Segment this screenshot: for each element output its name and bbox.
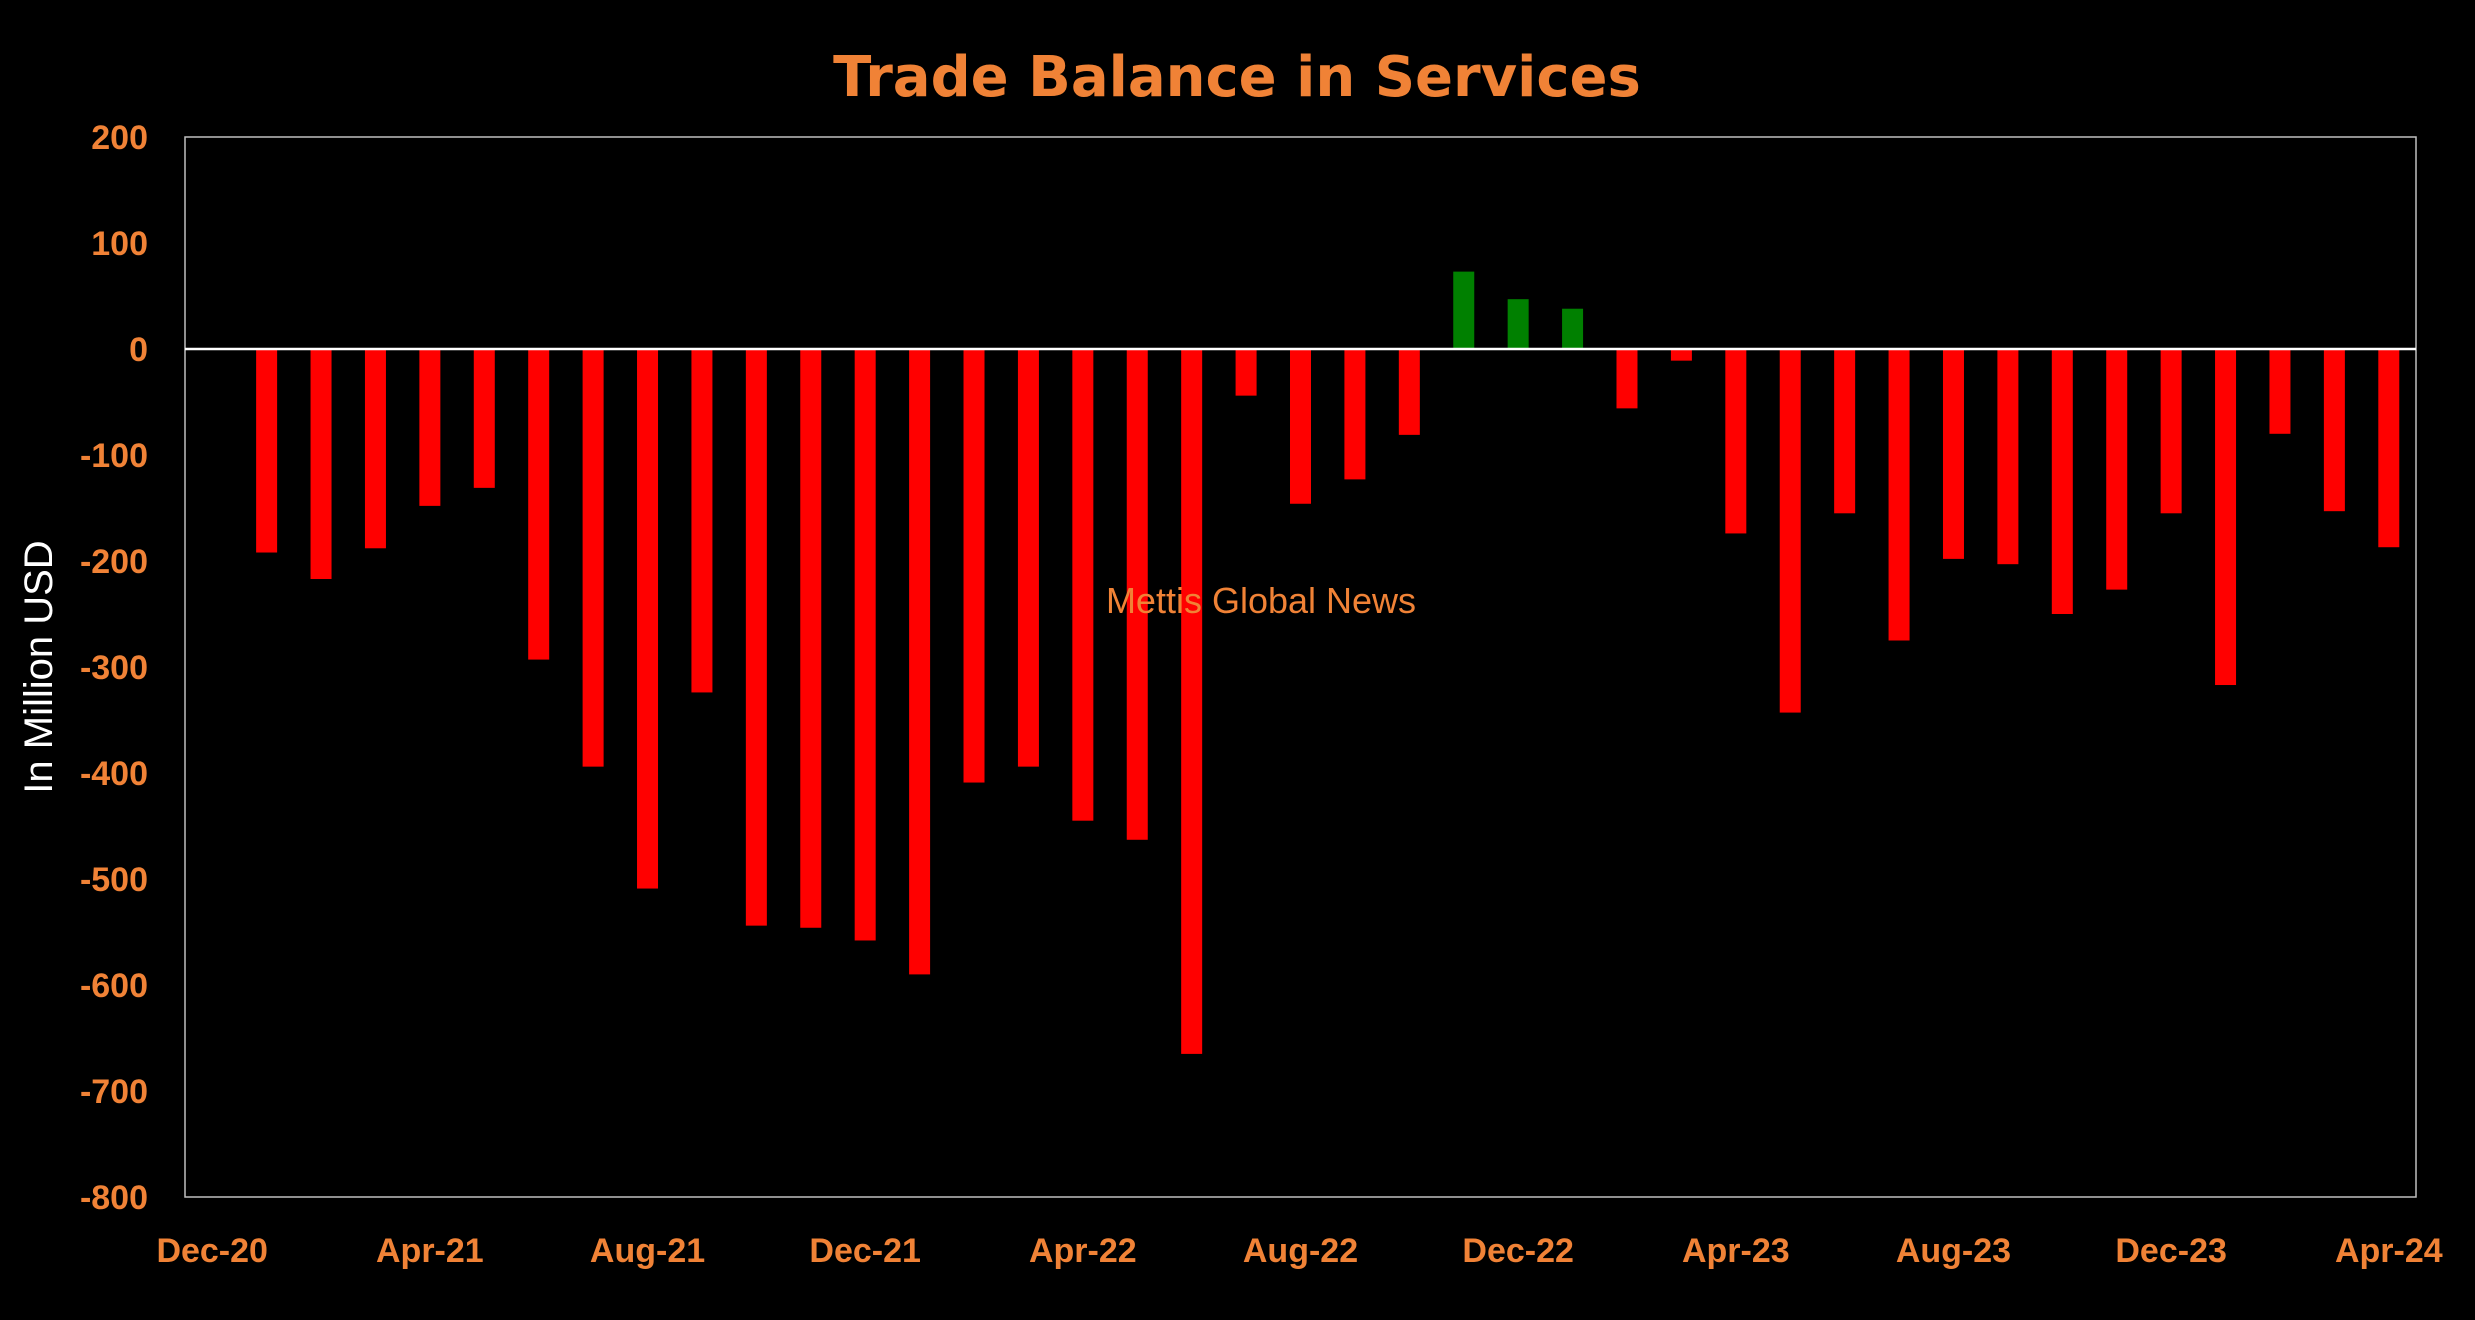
x-tick-label: Apr-24 <box>2335 1232 2443 1270</box>
x-tick-label: Dec-20 <box>156 1232 268 1270</box>
x-tick-label: Aug-21 <box>590 1232 705 1270</box>
bar-aug-23 <box>1942 349 1964 559</box>
y-tick-label: -800 <box>80 1179 148 1217</box>
bar-jun-21 <box>528 349 550 660</box>
bar-nov-23 <box>2106 349 2128 590</box>
x-tick-label: Apr-23 <box>1682 1232 1790 1270</box>
y-axis-label: In Million USD <box>17 540 61 793</box>
x-tick-label: Dec-23 <box>2115 1232 2227 1270</box>
plot-area-border <box>184 136 2417 1198</box>
x-tick-label: Aug-23 <box>1896 1232 2011 1270</box>
y-tick-label: -100 <box>80 437 148 475</box>
watermark-text: Mettis Global News <box>1106 580 1416 621</box>
bar-mar-21 <box>364 349 386 549</box>
bars-layer <box>256 271 2400 1054</box>
bar-jan-23 <box>1562 308 1584 349</box>
bar-nov-22 <box>1453 271 1475 349</box>
bar-feb-23 <box>1616 349 1638 409</box>
bar-jan-22 <box>909 349 931 975</box>
y-tick-label: -300 <box>80 649 148 687</box>
bar-apr-21 <box>419 349 441 506</box>
bar-oct-21 <box>745 349 767 926</box>
bar-mar-22 <box>1017 349 1039 767</box>
bar-feb-24 <box>2269 349 2291 434</box>
bar-feb-21 <box>310 349 332 580</box>
x-tick-label: Dec-22 <box>1462 1232 1574 1270</box>
x-tick-label: Apr-22 <box>1029 1232 1137 1270</box>
x-tick-label: Aug-22 <box>1243 1232 1358 1270</box>
y-tick-label: 200 <box>91 119 148 157</box>
x-tick-label: Apr-21 <box>376 1232 484 1270</box>
y-tick-label: -700 <box>80 1073 148 1111</box>
x-tick-label: Dec-21 <box>809 1232 921 1270</box>
y-tick-label: 100 <box>91 225 148 263</box>
bar-sep-22 <box>1344 349 1366 480</box>
y-tick-label: -400 <box>80 755 148 793</box>
y-tick-label: -600 <box>80 967 148 1005</box>
bar-may-22 <box>1126 349 1148 840</box>
bar-mar-23 <box>1670 349 1692 361</box>
bar-jan-21 <box>256 349 278 553</box>
bar-aug-21 <box>637 349 659 889</box>
bar-dec-22 <box>1507 299 1529 349</box>
bar-may-21 <box>473 349 495 488</box>
bar-may-23 <box>1779 349 1801 713</box>
y-tick-label: -200 <box>80 543 148 581</box>
bar-jul-21 <box>582 349 604 767</box>
bar-oct-23 <box>2051 349 2073 614</box>
y-tick-label: 0 <box>129 331 148 369</box>
bar-dec-21 <box>854 349 876 941</box>
bar-dec-23 <box>2160 349 2182 514</box>
x-axis-ticks: Dec-20 Apr-21 Aug-21 Dec-21 Apr-22 Aug-22 Dec-… <box>156 1232 2442 1270</box>
bar-sep-21 <box>691 349 713 693</box>
bar-feb-22 <box>963 349 985 783</box>
y-tick-label: -500 <box>80 861 148 899</box>
bar-jan-24 <box>2215 349 2237 686</box>
bar-jul-23 <box>1888 349 1910 641</box>
bar-aug-22 <box>1290 349 1311 504</box>
bar-apr-24 <box>2378 349 2400 548</box>
y-axis-ticks: 200 100 0 -100 -200 -300 -400 -500 -600 -700 -800 <box>80 119 148 1217</box>
bar-jun-23 <box>1834 349 1856 514</box>
chart-title: Trade Balance in Services <box>833 45 1641 110</box>
bar-jun-22 <box>1181 349 1203 1054</box>
bar-mar-24 <box>2323 349 2345 512</box>
bar-nov-21 <box>800 349 822 928</box>
bar-sep-23 <box>1997 349 2019 565</box>
bar-oct-22 <box>1398 349 1420 435</box>
bar-jul-22 <box>1235 349 1257 396</box>
bar-apr-23 <box>1725 349 1747 534</box>
bar-apr-22 <box>1072 349 1094 821</box>
